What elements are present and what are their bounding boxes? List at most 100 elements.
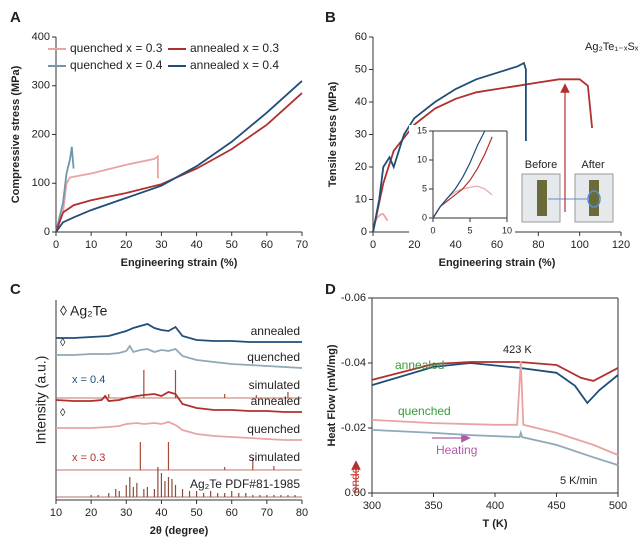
series-label: annealed [251,394,300,408]
x-tick-label: 450 [547,500,565,512]
y-tick-label: 10 [417,154,427,164]
series-label: quenched [247,422,300,436]
series-line [372,61,527,233]
annotation: ◊ [60,337,66,349]
series-label: simulated [249,450,300,464]
y-tick-label: 300 [32,80,50,92]
x-tick-label: 500 [609,500,627,512]
legend-label: quenched x = 0.3 [70,41,163,55]
series-line [432,136,493,219]
annotation: x = 0.3 [72,452,105,464]
inset-background [409,125,515,240]
panel-label: D [325,281,336,298]
annotation: endo [348,466,362,493]
series-line [371,429,619,466]
series-line [432,130,486,219]
series-line [55,146,75,233]
x-axis-label: Engineering strain (%) [121,257,238,269]
specimen-photos [521,83,614,223]
y-tick-label: -0.04 [341,357,366,369]
y-tick-label: -0.06 [341,292,366,304]
x-tick-label: 10 [502,225,512,235]
series-label: annealed [251,324,300,338]
y-tick-label: 400 [32,31,50,43]
series-label: Ag₂Te PDF#81-1985 [190,477,300,491]
y-tick-label: 10 [355,193,367,205]
x-tick-label: 10 [85,239,97,251]
x-tick-label: 40 [190,239,202,251]
x-tick-label: 50 [190,507,202,519]
x-tick-label: 350 [424,500,442,512]
x-tick-label: 5 [467,225,472,235]
y-tick-label: 60 [355,31,367,43]
series-line [56,323,302,343]
x-tick-label: 120 [612,239,630,251]
x-tick-label: 60 [261,239,273,251]
x-tick-label: 30 [120,507,132,519]
panel-label: C [10,281,21,298]
x-tick-label: 20 [85,507,97,519]
y-tick-label: 30 [355,128,367,140]
x-tick-label: 30 [155,239,167,251]
x-tick-label: 0 [430,225,435,235]
x-tick-label: 70 [296,239,308,251]
x-axis-label: Engineering strain (%) [439,257,556,269]
series-line [55,154,159,233]
series-line [371,361,619,382]
x-tick-label: 50 [226,239,238,251]
x-axis-label: 2θ (degree) [150,525,209,537]
x-tick-label: 40 [450,239,462,251]
series-label: quenched [247,350,300,364]
x-tick-label: 70 [261,507,273,519]
annotation: x = 0.4 [72,374,105,386]
y-axis-label: Tensile stress (MPa) [327,81,339,187]
x-axis-label: T (K) [482,518,507,530]
series-line [371,362,619,405]
specimen [537,180,547,216]
y-tick-label: 0 [44,226,50,238]
legend-label: annealed x = 0.3 [190,41,279,55]
y-tick-label: -0.02 [341,422,366,434]
y-tick-label: 0.00 [345,487,366,499]
annotation: ◊ Ag₂Te [60,303,108,319]
annotation: Before [525,159,557,171]
y-tick-label: 200 [32,128,50,140]
y-tick-label: 5 [422,183,427,193]
x-tick-label: 300 [363,500,381,512]
series-line [56,421,302,441]
annotation: 5 K/min [560,475,597,487]
series-line [372,78,593,233]
y-tick-label: 50 [355,63,367,75]
y-tick-label: 100 [32,177,50,189]
annotation: Heating [436,443,477,457]
y-tick-label: 20 [355,161,367,173]
legend-label: quenched x = 0.4 [70,58,163,72]
y-axis-label: Compressive stress (MPa) [10,65,22,203]
series-line [371,361,619,456]
series-label: simulated [249,378,300,392]
x-tick-label: 20 [408,239,420,251]
x-tick-label: 0 [53,239,59,251]
annotation: ◊ [60,407,66,419]
y-tick-label: 0 [422,212,427,222]
x-tick-label: 60 [226,507,238,519]
panel-label: B [325,9,336,26]
y-axis-label: Heat Flow (mW/mg) [326,344,338,446]
series-line [55,92,303,233]
x-tick-label: 400 [486,500,504,512]
x-tick-label: 40 [155,507,167,519]
y-tick-label: 0 [361,226,367,238]
x-tick-label: 80 [532,239,544,251]
y-axis-label: Intensity (a.u.) [33,356,49,445]
x-tick-label: 0 [370,239,376,251]
x-tick-label: 100 [570,239,588,251]
y-tick-label: 15 [417,125,427,135]
annotation: 423 K [503,344,532,356]
annotation: After [581,159,605,171]
specimen [589,180,599,216]
x-tick-label: 60 [491,239,503,251]
y-tick-label: 40 [355,96,367,108]
panel-label: A [10,9,21,26]
annotation: annealed [395,358,444,372]
